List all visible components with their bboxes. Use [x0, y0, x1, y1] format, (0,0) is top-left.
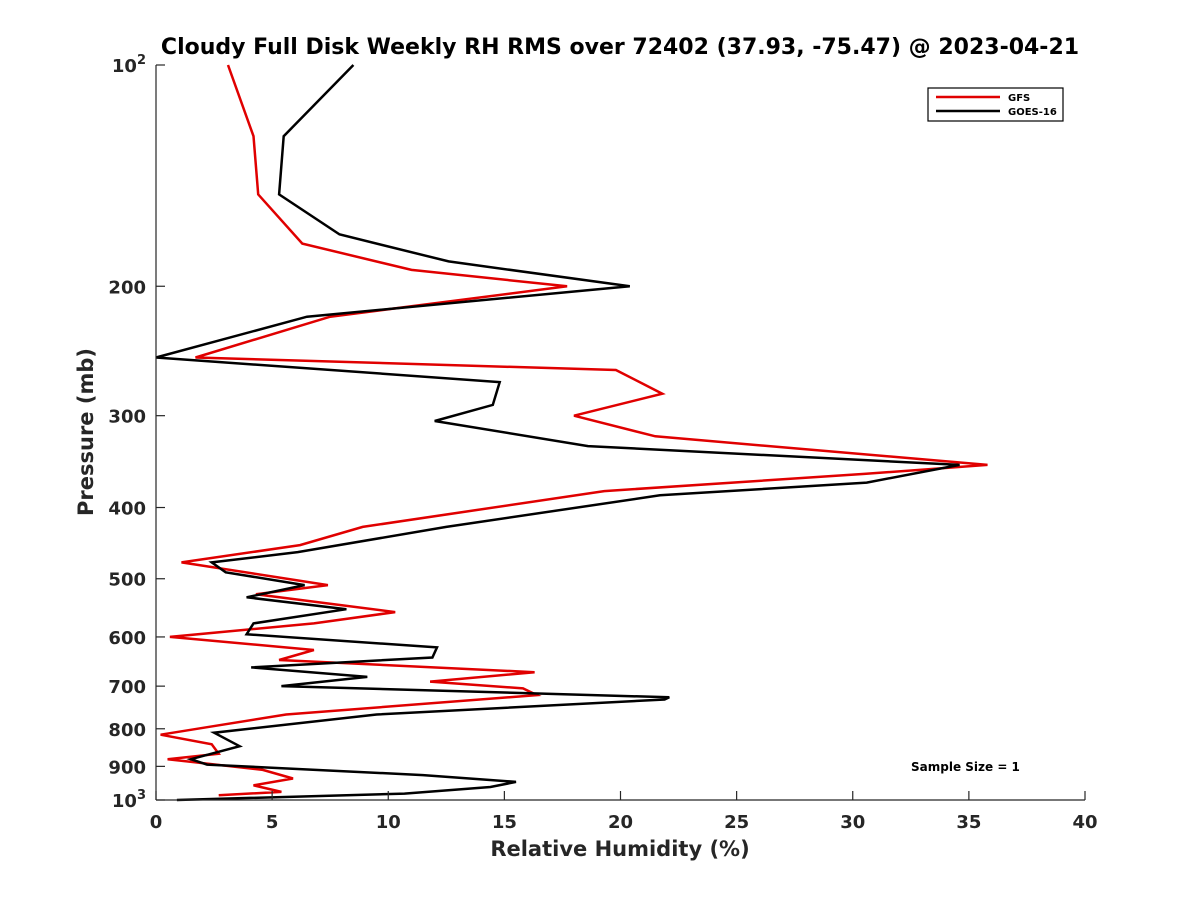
x-tick-label: 0 [150, 812, 163, 833]
y-tick-label: 300 [108, 407, 146, 428]
series-line-goes16 [155, 64, 960, 802]
x-tick-label: 5 [266, 812, 279, 833]
x-tick-label: 10 [376, 812, 401, 833]
y-tick-label: 400 [108, 499, 146, 520]
x-tick-label: 15 [492, 812, 517, 833]
series-line-gfs [160, 64, 988, 797]
legend: GFS GOES-16 [927, 87, 1064, 122]
y-tick-label: 900 [108, 757, 146, 778]
legend-label-goes16: GOES-16 [1008, 107, 1057, 118]
y-tick-label: 800 [108, 720, 146, 741]
sample-size-annotation: Sample Size = 1 [911, 760, 1020, 774]
y-axis-label: Pressure (mb) [74, 348, 98, 516]
y-tick-label: 200 [108, 277, 146, 298]
y-tick-label: 600 [108, 628, 146, 649]
x-tick-label: 40 [1072, 812, 1097, 833]
legend-label-gfs: GFS [1008, 93, 1030, 104]
series-layer [155, 64, 988, 802]
x-tick-label: 25 [724, 812, 749, 833]
y-tick-label: 102 [112, 53, 146, 77]
x-axis-label: Relative Humidity (%) [490, 837, 749, 861]
y-tick-label: 700 [108, 677, 146, 698]
x-tick-group: 0 5 10 15 20 25 30 35 40 [150, 791, 1098, 833]
y-tick-label: 500 [108, 570, 146, 591]
legend-box [927, 87, 1064, 122]
x-tick-label: 30 [840, 812, 865, 833]
chart-title: Cloudy Full Disk Weekly RH RMS over 7240… [161, 35, 1079, 60]
x-tick-label: 20 [608, 812, 633, 833]
x-tick-label: 35 [956, 812, 981, 833]
